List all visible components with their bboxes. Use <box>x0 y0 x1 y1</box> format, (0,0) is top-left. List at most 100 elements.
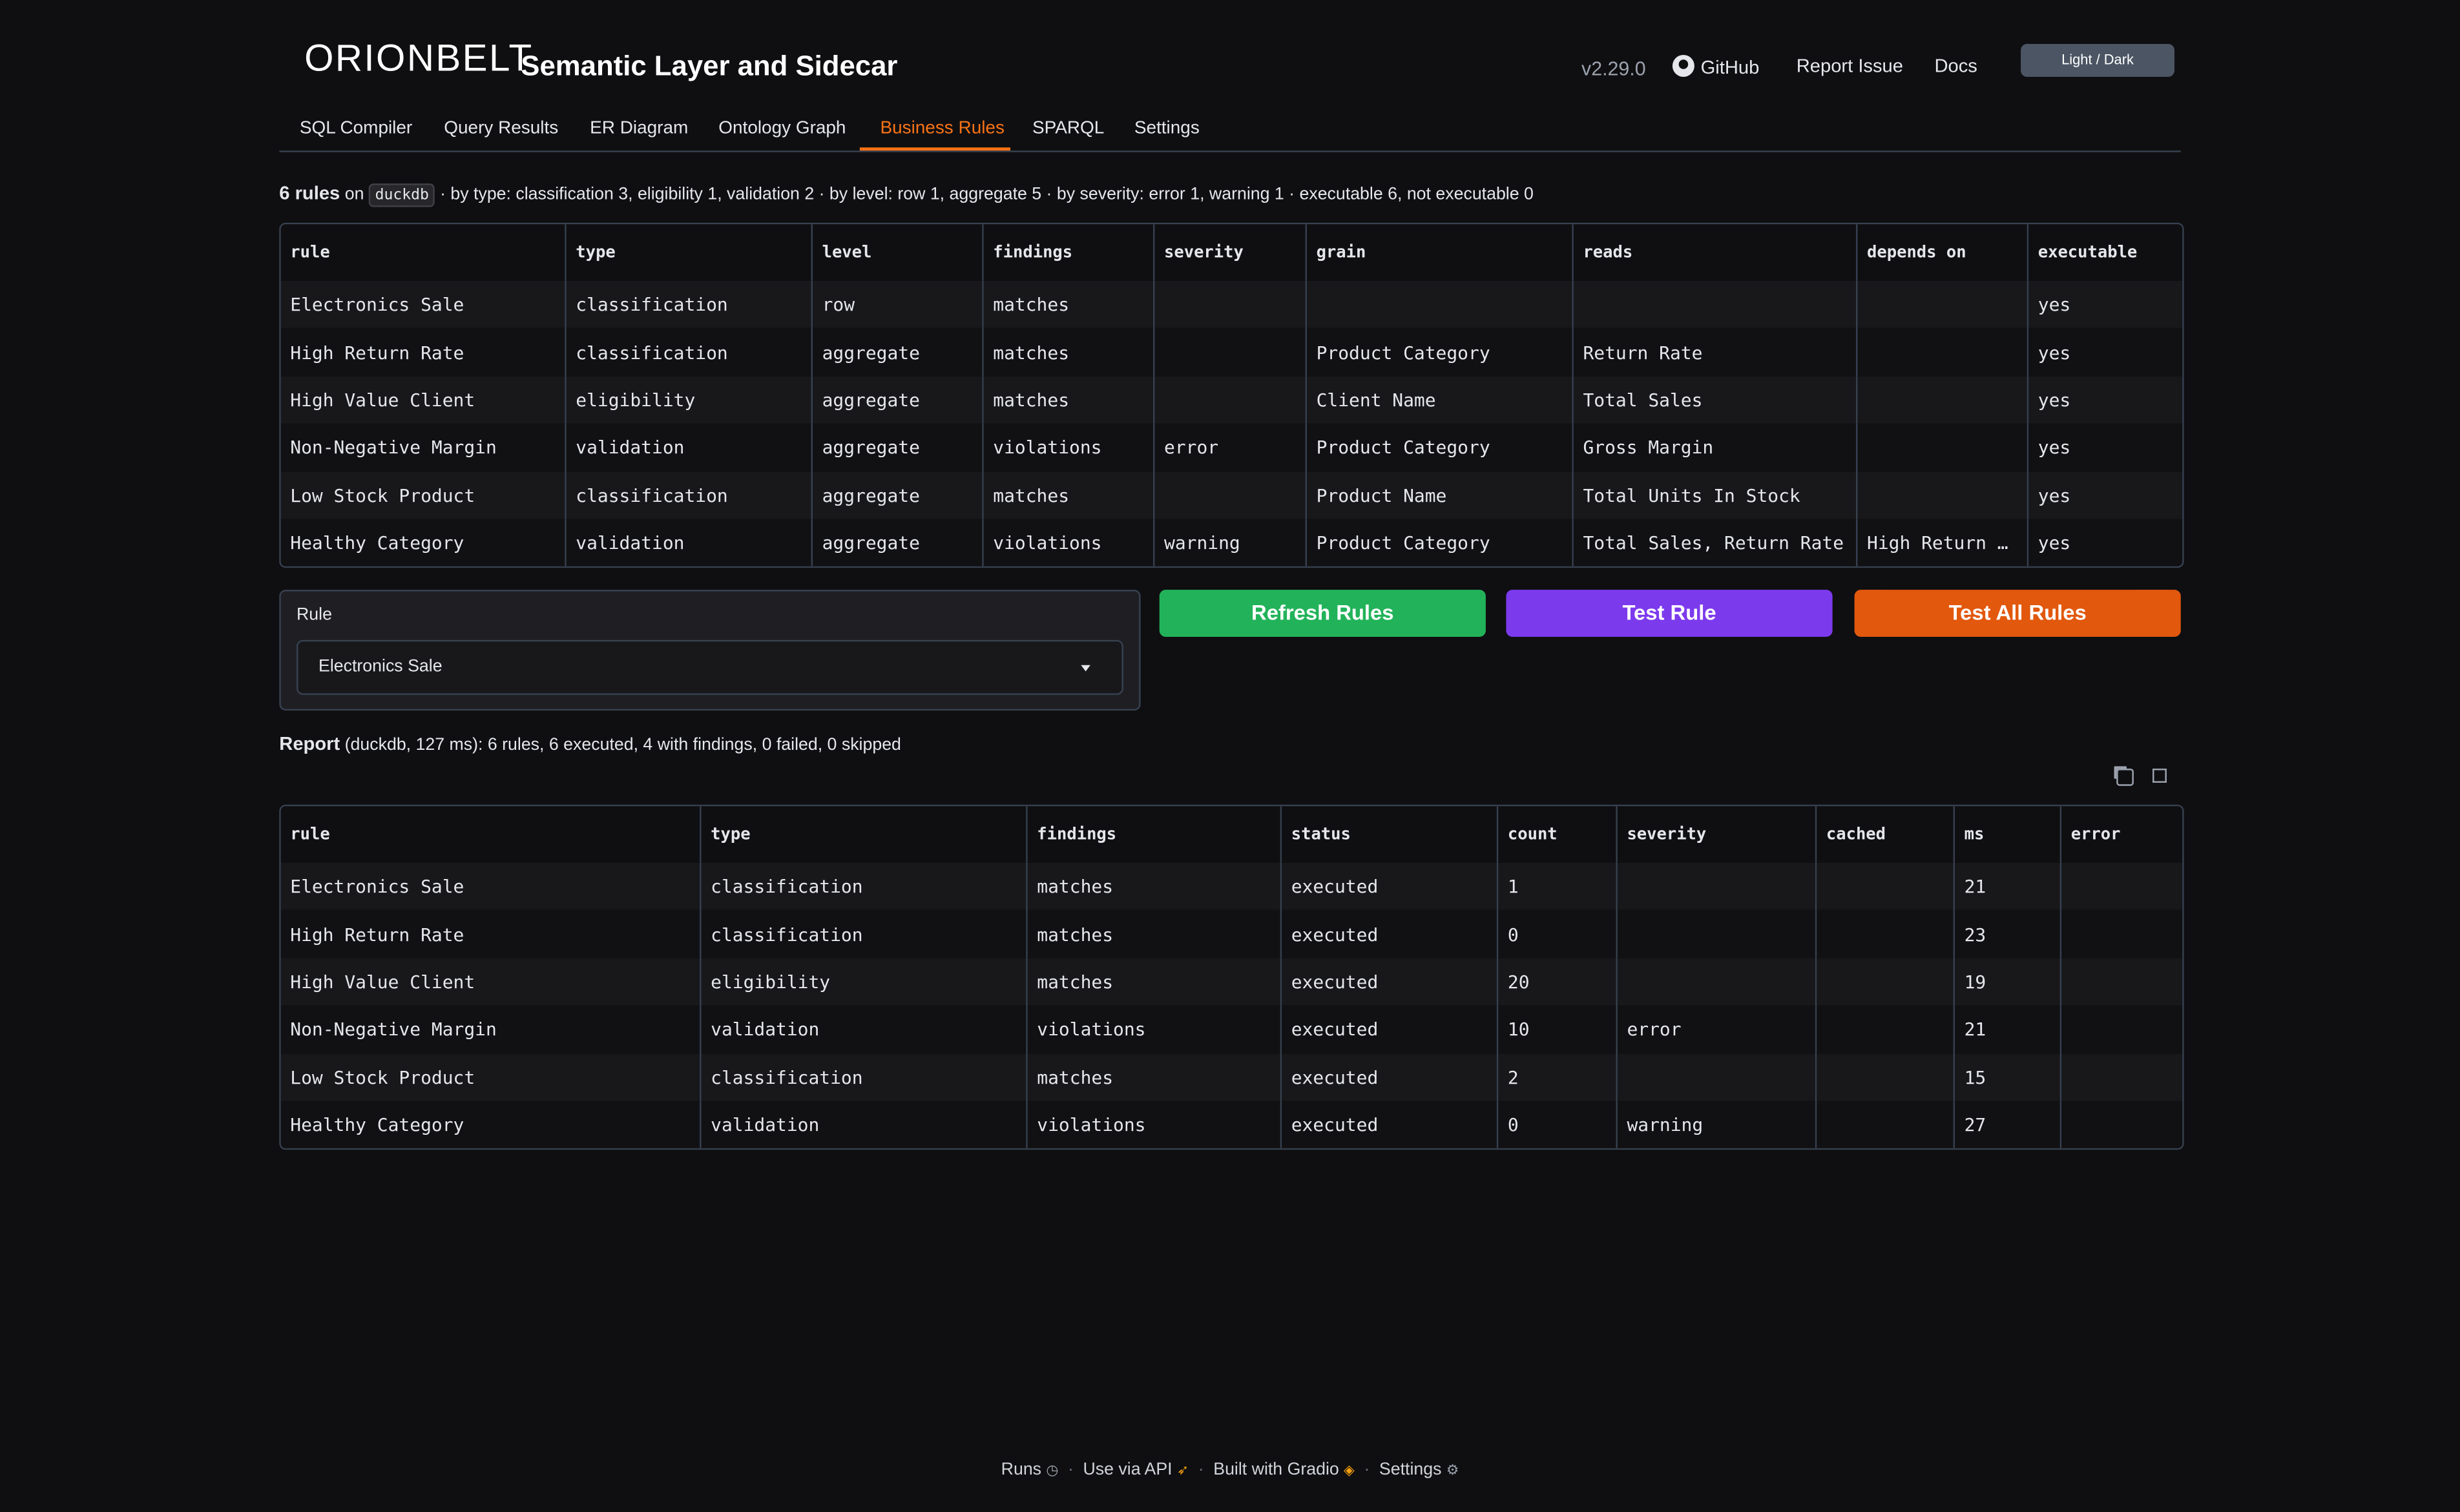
report-column-header[interactable]: severity <box>1617 806 1817 863</box>
rules-cell[interactable]: Healthy Category <box>280 519 567 567</box>
report-cell[interactable]: Healthy Category <box>280 1101 702 1149</box>
report-cell[interactable]: error <box>1617 1006 1817 1053</box>
tab-er-diagram[interactable]: ER Diagram <box>590 119 689 138</box>
rules-cell[interactable] <box>1154 471 1308 519</box>
report-column-header[interactable]: status <box>1282 806 1499 863</box>
rules-cell[interactable] <box>1857 328 2029 377</box>
report-cell[interactable] <box>2061 1053 2183 1101</box>
rules-cell[interactable] <box>1307 280 1574 329</box>
fullscreen-icon[interactable] <box>2152 769 2167 783</box>
rules-cell[interactable]: error <box>1154 424 1308 471</box>
report-cell[interactable]: High Return Rate <box>280 910 702 958</box>
report-column-header[interactable]: error <box>2061 806 2183 863</box>
report-cell[interactable]: Electronics Sale <box>280 862 702 911</box>
report-cell[interactable]: 21 <box>1955 862 2062 911</box>
rules-column-header[interactable]: reads <box>1573 224 1858 281</box>
report-cell[interactable] <box>1817 958 1955 1006</box>
rules-cell[interactable] <box>1154 280 1308 329</box>
tab-settings[interactable]: Settings <box>1134 119 1200 138</box>
report-cell[interactable]: 2 <box>1498 1053 1618 1101</box>
rules-cell[interactable]: row <box>813 280 984 329</box>
footer-api-link[interactable]: Use via API ➶ <box>1083 1460 1189 1479</box>
rules-column-header[interactable]: rule <box>280 224 567 281</box>
report-cell[interactable] <box>1617 1053 1817 1101</box>
report-issue-link[interactable]: Report Issue <box>1796 55 1904 78</box>
report-cell[interactable] <box>1817 1101 1955 1149</box>
report-cell[interactable]: executed <box>1282 1053 1499 1101</box>
report-cell[interactable]: matches <box>1027 958 1282 1006</box>
report-cell[interactable] <box>2061 1101 2183 1149</box>
rules-cell[interactable]: aggregate <box>813 471 984 519</box>
rules-column-header[interactable]: type <box>566 224 813 281</box>
rules-column-header[interactable]: executable <box>2028 224 2183 281</box>
report-cell[interactable]: High Value Client <box>280 958 702 1006</box>
refresh-rules-button[interactable]: Refresh Rules <box>1159 590 1486 637</box>
theme-toggle-button[interactable]: Light / Dark <box>2021 44 2175 78</box>
report-column-header[interactable]: ms <box>1955 806 2062 863</box>
rules-column-header[interactable]: depends on <box>1857 224 2029 281</box>
report-cell[interactable]: executed <box>1282 1101 1499 1149</box>
report-cell[interactable] <box>2061 910 2183 958</box>
rules-cell[interactable] <box>1154 376 1308 424</box>
github-link[interactable]: GitHub <box>1672 55 1759 78</box>
report-cell[interactable] <box>1817 910 1955 958</box>
report-cell[interactable]: executed <box>1282 862 1499 911</box>
report-cell[interactable]: violations <box>1027 1006 1282 1053</box>
report-cell[interactable]: executed <box>1282 958 1499 1006</box>
rules-cell[interactable]: High Return Rate <box>280 328 567 377</box>
rules-cell[interactable]: aggregate <box>813 328 984 377</box>
rules-cell[interactable]: aggregate <box>813 519 984 567</box>
report-cell[interactable]: classification <box>701 910 1028 958</box>
rules-cell[interactable]: Total Sales, Return Rate <box>1573 519 1858 567</box>
rules-cell[interactable] <box>1857 376 2029 424</box>
report-cell[interactable] <box>1617 862 1817 911</box>
rules-cell[interactable]: validation <box>566 424 813 471</box>
report-cell[interactable]: violations <box>1027 1101 1282 1149</box>
rules-cell[interactable]: classification <box>566 280 813 329</box>
report-cell[interactable]: 19 <box>1955 958 2062 1006</box>
rules-cell[interactable]: classification <box>566 471 813 519</box>
rules-cell[interactable]: validation <box>566 519 813 567</box>
rules-column-header[interactable]: grain <box>1307 224 1574 281</box>
rules-cell[interactable]: Client Name <box>1307 376 1574 424</box>
rules-cell[interactable]: yes <box>2028 519 2183 567</box>
rules-column-header[interactable]: severity <box>1154 224 1308 281</box>
report-cell[interactable]: 0 <box>1498 910 1618 958</box>
report-cell[interactable]: matches <box>1027 1053 1282 1101</box>
rules-cell[interactable]: Non-Negative Margin <box>280 424 567 471</box>
report-cell[interactable] <box>2061 1006 2183 1053</box>
rules-cell[interactable]: Product Category <box>1307 328 1574 377</box>
report-cell[interactable]: matches <box>1027 910 1282 958</box>
rules-cell[interactable]: yes <box>2028 280 2183 329</box>
report-cell[interactable]: 27 <box>1955 1101 2062 1149</box>
report-cell[interactable]: 23 <box>1955 910 2062 958</box>
rules-cell[interactable]: yes <box>2028 424 2183 471</box>
rules-cell[interactable] <box>1857 280 2029 329</box>
report-cell[interactable]: validation <box>701 1006 1028 1053</box>
report-cell[interactable]: classification <box>701 862 1028 911</box>
report-cell[interactable]: 10 <box>1498 1006 1618 1053</box>
tab-sql-compiler[interactable]: SQL Compiler <box>299 119 413 138</box>
report-cell[interactable] <box>2061 862 2183 911</box>
report-cell[interactable] <box>1817 1006 1955 1053</box>
rules-cell[interactable]: High Value Client <box>280 376 567 424</box>
rules-cell[interactable]: violations <box>983 519 1155 567</box>
rules-cell[interactable]: yes <box>2028 376 2183 424</box>
rules-cell[interactable]: Low Stock Product <box>280 471 567 519</box>
rules-cell[interactable]: Product Name <box>1307 471 1574 519</box>
rules-cell[interactable]: matches <box>983 376 1155 424</box>
rules-cell[interactable]: warning <box>1154 519 1308 567</box>
rules-cell[interactable]: eligibility <box>566 376 813 424</box>
rules-cell[interactable]: violations <box>983 424 1155 471</box>
report-cell[interactable]: 0 <box>1498 1101 1618 1149</box>
report-cell[interactable]: eligibility <box>701 958 1028 1006</box>
report-cell[interactable]: classification <box>701 1053 1028 1101</box>
rules-cell[interactable] <box>1154 328 1308 377</box>
test-rule-button[interactable]: Test Rule <box>1506 590 1833 637</box>
rules-cell[interactable]: aggregate <box>813 376 984 424</box>
tab-sparql[interactable]: SPARQL <box>1032 119 1105 138</box>
footer-runs-link[interactable]: Runs ◷ <box>1001 1460 1059 1479</box>
rule-dropdown[interactable]: Electronics Sale <box>297 639 1123 695</box>
report-cell[interactable]: Non-Negative Margin <box>280 1006 702 1053</box>
rules-cell[interactable]: yes <box>2028 328 2183 377</box>
